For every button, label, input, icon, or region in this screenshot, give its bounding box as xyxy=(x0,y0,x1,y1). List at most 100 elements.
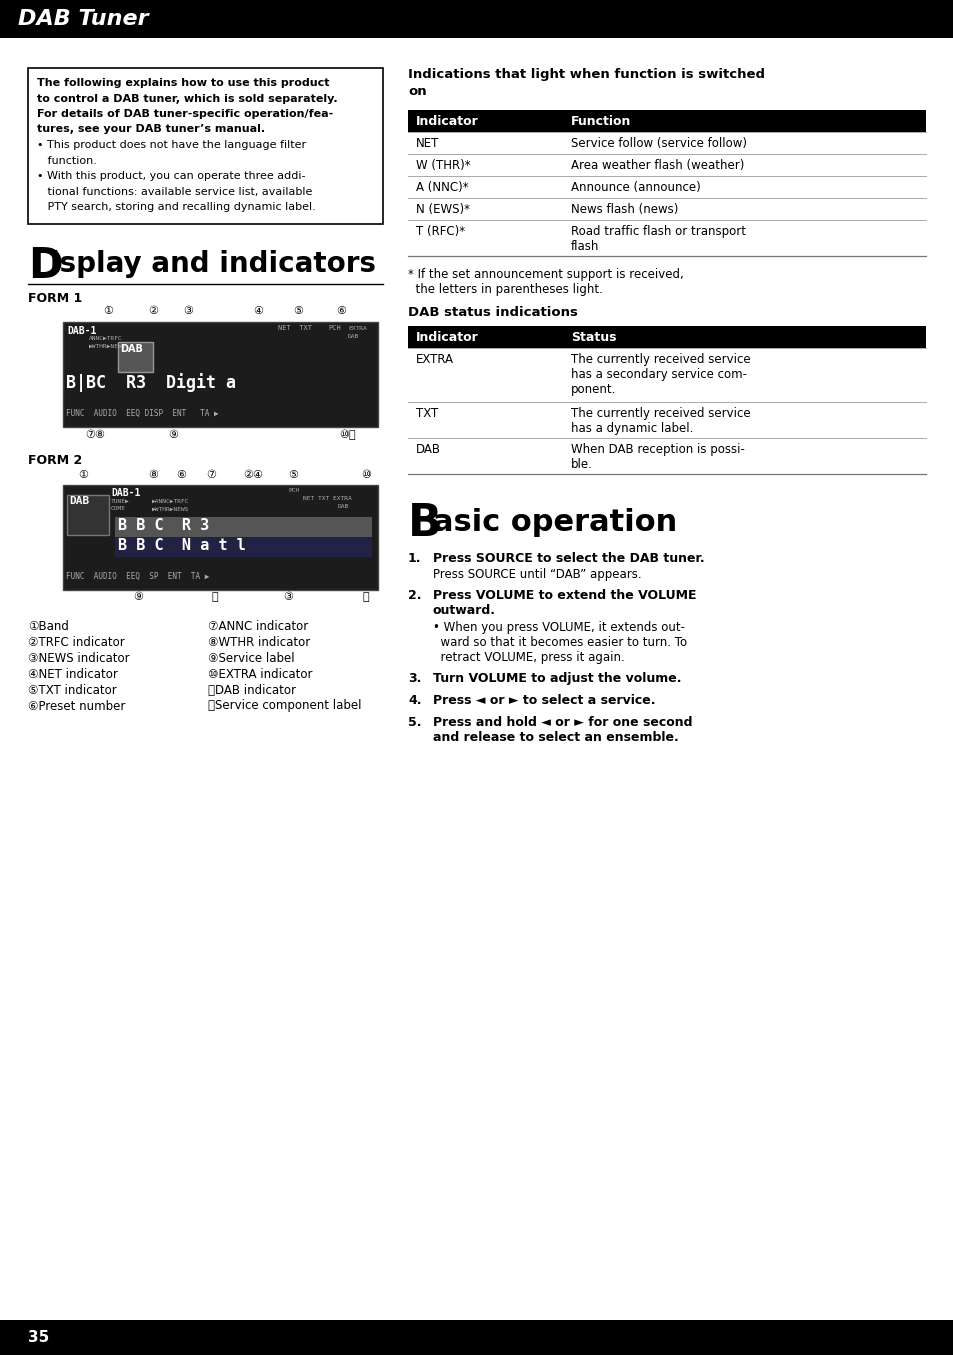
Text: The following explains how to use this product: The following explains how to use this p… xyxy=(37,79,329,88)
Bar xyxy=(408,110,925,131)
Text: DAB: DAB xyxy=(337,504,349,509)
Text: Press SOURCE until “DAB” appears.: Press SOURCE until “DAB” appears. xyxy=(433,568,641,581)
Text: 2.: 2. xyxy=(408,589,421,602)
Text: ④NET indicator: ④NET indicator xyxy=(28,668,118,680)
Text: DAB Tuner: DAB Tuner xyxy=(18,9,149,28)
Text: ⑫: ⑫ xyxy=(212,592,218,603)
Text: NET: NET xyxy=(416,137,439,150)
Text: Service follow (service follow): Service follow (service follow) xyxy=(571,137,746,150)
Text: ⑧: ⑧ xyxy=(148,469,158,480)
Text: ⑩: ⑩ xyxy=(360,469,371,480)
Bar xyxy=(28,68,382,224)
Text: FUNC  AUDIO  EEQ  SP  ENT  TA ▶: FUNC AUDIO EEQ SP ENT TA ▶ xyxy=(66,572,209,580)
Text: PTY search, storing and recalling dynamic label.: PTY search, storing and recalling dynami… xyxy=(37,202,315,211)
Text: DAB-1: DAB-1 xyxy=(111,489,140,499)
Text: EXTRA: EXTRA xyxy=(416,354,454,366)
Text: ⑦: ⑦ xyxy=(206,469,215,480)
Text: TUNE▶: TUNE▶ xyxy=(111,499,130,504)
Text: tional functions: available service list, available: tional functions: available service list… xyxy=(37,187,312,196)
Text: NET  TXT: NET TXT xyxy=(277,325,312,332)
Text: NET TXT EXTRA: NET TXT EXTRA xyxy=(303,496,352,501)
Text: PCH: PCH xyxy=(288,489,299,493)
Text: ③: ③ xyxy=(283,592,293,603)
Text: • When you press VOLUME, it extends out-
  ward so that it becomes easier to tur: • When you press VOLUME, it extends out-… xyxy=(433,621,686,664)
Text: FORM 2: FORM 2 xyxy=(28,454,82,467)
Text: ⑨: ⑨ xyxy=(168,430,178,439)
Text: ⑫Service component label: ⑫Service component label xyxy=(208,699,361,713)
Text: DAB-1: DAB-1 xyxy=(67,325,96,336)
Text: W (THR)*: W (THR)* xyxy=(416,159,470,172)
Text: ANNC▶TRFC: ANNC▶TRFC xyxy=(89,336,123,340)
Text: ▶WTHR▶NEWS: ▶WTHR▶NEWS xyxy=(152,507,190,511)
Text: ⑤TXT indicator: ⑤TXT indicator xyxy=(28,683,116,696)
Text: 35: 35 xyxy=(28,1329,50,1344)
Bar xyxy=(408,327,925,348)
Bar xyxy=(115,516,372,537)
Text: Press ◄ or ► to select a service.: Press ◄ or ► to select a service. xyxy=(433,694,655,707)
Text: The currently received service
has a dynamic label.: The currently received service has a dyn… xyxy=(571,406,750,435)
Text: Press VOLUME to extend the VOLUME
outward.: Press VOLUME to extend the VOLUME outwar… xyxy=(433,589,696,617)
Text: D: D xyxy=(28,245,63,287)
Text: For details of DAB tuner-specific operation/fea-: For details of DAB tuner-specific operat… xyxy=(37,108,333,119)
Text: ▶WTHR▶NEWS: ▶WTHR▶NEWS xyxy=(89,344,127,348)
Text: • This product does not have the language filter: • This product does not have the languag… xyxy=(37,140,306,150)
Text: ⑦ANNC indicator: ⑦ANNC indicator xyxy=(208,619,308,633)
Text: Indications that light when function is switched: Indications that light when function is … xyxy=(408,68,764,81)
Text: 4.: 4. xyxy=(408,694,421,707)
Text: ④: ④ xyxy=(253,306,263,317)
Text: ③: ③ xyxy=(183,306,193,317)
Bar xyxy=(0,0,953,38)
Text: DAB status indications: DAB status indications xyxy=(408,306,578,318)
Text: DAB: DAB xyxy=(416,443,440,457)
Bar xyxy=(0,1320,953,1355)
Text: isplay and indicators: isplay and indicators xyxy=(50,251,375,279)
Text: B B C  N a t l: B B C N a t l xyxy=(118,538,246,553)
Text: function.: function. xyxy=(37,156,97,165)
Text: * If the set announcement support is received,: * If the set announcement support is rec… xyxy=(408,268,683,280)
Text: ⑨: ⑨ xyxy=(132,592,143,603)
Text: Road traffic flash or transport
flash: Road traffic flash or transport flash xyxy=(571,225,745,253)
Text: B: B xyxy=(408,501,441,545)
Text: COME: COME xyxy=(111,507,126,511)
Text: Area weather flash (weather): Area weather flash (weather) xyxy=(571,159,743,172)
Text: B B C  R 3: B B C R 3 xyxy=(118,519,209,534)
Text: ⑤: ⑤ xyxy=(288,469,297,480)
Text: ②④: ②④ xyxy=(243,469,263,480)
Text: Status: Status xyxy=(571,331,616,344)
Text: ⑦⑧: ⑦⑧ xyxy=(85,430,105,439)
Text: ▶ANNC▶TRFC: ▶ANNC▶TRFC xyxy=(152,499,190,504)
Text: N (EWS)*: N (EWS)* xyxy=(416,203,470,215)
Text: ⑥Preset number: ⑥Preset number xyxy=(28,699,125,713)
Text: FORM 1: FORM 1 xyxy=(28,291,82,305)
Text: ⑪DAB indicator: ⑪DAB indicator xyxy=(208,683,295,696)
Text: Indicator: Indicator xyxy=(416,331,478,344)
Text: FUNC  AUDIO  EEQ DISP  ENT   TA ▶: FUNC AUDIO EEQ DISP ENT TA ▶ xyxy=(66,408,218,417)
Text: ⑥: ⑥ xyxy=(175,469,186,480)
Text: 1.: 1. xyxy=(408,551,421,565)
Text: tures, see your DAB tuner’s manual.: tures, see your DAB tuner’s manual. xyxy=(37,125,265,134)
Text: When DAB reception is possi-
ble.: When DAB reception is possi- ble. xyxy=(571,443,744,472)
Text: News flash (news): News flash (news) xyxy=(571,203,678,215)
Text: EXTRA: EXTRA xyxy=(348,325,366,331)
Text: ②TRFC indicator: ②TRFC indicator xyxy=(28,635,125,649)
Text: ⑩⑪: ⑩⑪ xyxy=(339,430,355,440)
Text: ①Band: ①Band xyxy=(28,619,69,633)
Text: Turn VOLUME to adjust the volume.: Turn VOLUME to adjust the volume. xyxy=(433,672,680,686)
Text: ①: ① xyxy=(103,306,112,317)
Text: T (RFC)*: T (RFC)* xyxy=(416,225,465,238)
Text: ②: ② xyxy=(148,306,158,317)
Text: ⑧WTHR indicator: ⑧WTHR indicator xyxy=(208,635,310,649)
Text: Function: Function xyxy=(571,115,631,127)
Text: DAB: DAB xyxy=(120,344,143,354)
Text: 5.: 5. xyxy=(408,715,421,729)
Text: ⑪: ⑪ xyxy=(362,592,369,603)
Text: ③NEWS indicator: ③NEWS indicator xyxy=(28,652,130,664)
Text: on: on xyxy=(408,85,426,98)
Text: The currently received service
has a secondary service com-
ponent.: The currently received service has a sec… xyxy=(571,354,750,396)
Text: to control a DAB tuner, which is sold separately.: to control a DAB tuner, which is sold se… xyxy=(37,93,337,103)
Text: DAB: DAB xyxy=(348,333,359,339)
Text: asic operation: asic operation xyxy=(433,508,677,537)
Bar xyxy=(118,341,152,371)
Bar xyxy=(63,485,377,589)
Text: Press and hold ◄ or ► for one second
and release to select an ensemble.: Press and hold ◄ or ► for one second and… xyxy=(433,715,692,744)
